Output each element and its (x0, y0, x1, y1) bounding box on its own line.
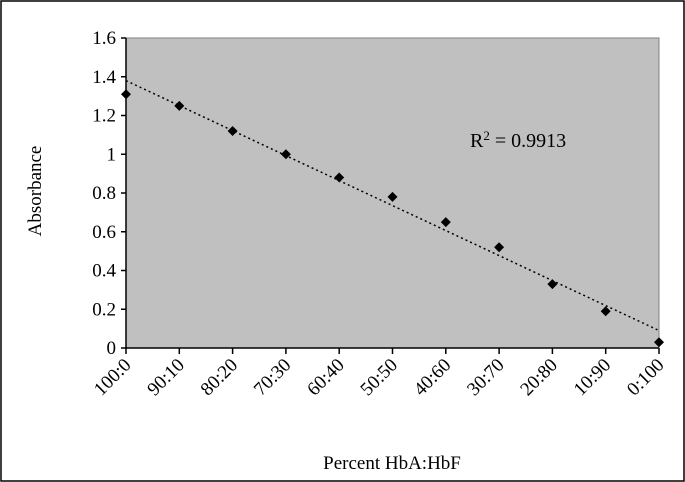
data-point (280, 149, 291, 160)
x-axis-title: Percent HbA:HbF (323, 453, 461, 474)
y-tick-label: 0.6 (92, 222, 116, 243)
data-points (121, 89, 664, 348)
y-tick-label: 1.6 (92, 28, 116, 49)
r-squared-sup: 2 (483, 128, 490, 143)
r-squared-value: = 0.9913 (490, 130, 566, 152)
y-tick-label: 1 (107, 144, 117, 165)
y-axis-title: Absorbance (25, 146, 46, 237)
data-point (494, 242, 505, 253)
data-point (600, 306, 611, 317)
r-squared-annotation: R2 = 0.9913 (470, 128, 566, 153)
data-point (547, 279, 558, 290)
y-axis-ticks: 0 0.2 0.4 0.6 0.8 1 1.2 1.4 1.6 (92, 28, 126, 359)
y-tick-label: 1.2 (92, 106, 116, 127)
data-point (174, 100, 185, 111)
data-point (387, 191, 398, 202)
data-point (227, 126, 238, 136)
data-point (440, 217, 451, 228)
y-tick-label: 0.8 (92, 183, 116, 204)
y-tick-label: 0 (107, 338, 117, 359)
y-tick-label: 1.4 (92, 67, 116, 88)
trendline (125, 79, 660, 332)
r-squared-prefix: R (470, 130, 484, 152)
data-point (334, 172, 345, 183)
y-tick-label: 0.4 (92, 261, 116, 282)
data-point (654, 337, 664, 348)
data-point (121, 89, 131, 100)
y-tick-label: 0.2 (92, 299, 116, 320)
